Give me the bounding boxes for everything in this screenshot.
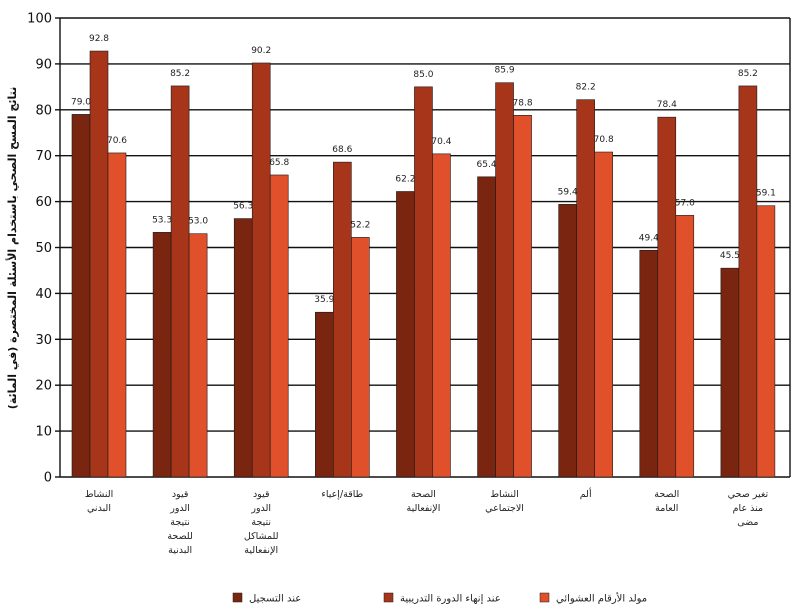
bars — [71, 50, 776, 478]
data-label: 53.3 — [152, 215, 172, 225]
bar — [756, 205, 776, 478]
bar — [594, 151, 613, 478]
data-labels: 79.0 53.3 56.3 35.9 62.2 65.4 59.4 49.4 45.5 92.8… — [71, 34, 776, 305]
data-label: 49.4 — [639, 233, 659, 243]
y-tick-label: 90 — [35, 57, 52, 72]
data-label: 85.9 — [495, 66, 515, 76]
legend-label: عند التسجيل — [249, 594, 301, 605]
bar — [576, 99, 595, 478]
bar — [333, 161, 352, 478]
bar — [170, 85, 190, 478]
data-label: 45.5 — [720, 251, 740, 261]
data-label: 65.4 — [477, 160, 497, 170]
bar — [107, 152, 127, 478]
bar — [675, 215, 695, 478]
x-tick-label: النشاط البدني — [85, 489, 114, 514]
x-tick-label: تغير صحي منذ عام مضى — [728, 489, 769, 528]
bar — [657, 116, 677, 478]
bar — [351, 237, 370, 478]
data-label: 68.6 — [332, 145, 352, 155]
data-label: 59.1 — [756, 189, 776, 199]
x-tick-label: قيود الدور نتيجة للمشاكل الإنفعالية — [244, 489, 279, 556]
y-tick-label: 0 — [44, 471, 52, 486]
data-label: 62.2 — [395, 175, 415, 185]
bar — [414, 86, 433, 478]
data-label: 70.4 — [431, 137, 451, 147]
y-tick-label: 20 — [35, 379, 52, 394]
data-label: 65.8 — [269, 158, 289, 168]
bar — [558, 204, 577, 478]
data-label: 79.0 — [71, 97, 91, 107]
x-axis-categories: النشاط البدني قيود الدور نتيجة للصحة البدنية قي… — [85, 487, 769, 556]
bar — [71, 114, 91, 478]
bar — [251, 62, 271, 478]
data-label: 92.8 — [89, 34, 109, 44]
y-tick-label: 100 — [27, 12, 52, 27]
x-tick-label: الصحة العامة — [654, 489, 679, 514]
bar — [89, 50, 109, 478]
data-label: 70.8 — [594, 135, 614, 145]
y-axis-ticks: 0 10 20 30 40 50 60 70 80 90 100 — [27, 12, 52, 486]
legend-swatch — [232, 592, 243, 603]
data-label: 56.3 — [233, 202, 253, 212]
bar — [152, 232, 172, 478]
data-label: 52.2 — [350, 220, 370, 230]
data-label: 85.2 — [738, 69, 758, 79]
y-tick-label: 50 — [35, 241, 52, 256]
bar — [639, 249, 659, 478]
data-label: 85.0 — [413, 70, 433, 80]
y-tick-label: 60 — [35, 195, 52, 210]
x-tick-label: الصحة الإنفعالية — [407, 489, 441, 514]
legend: عند التسجيل عند إنهاء الدورة التدريبية مول… — [232, 592, 647, 605]
data-label: 90.2 — [251, 46, 271, 56]
legend-label: عند إنهاء الدورة التدريبية — [400, 594, 501, 605]
data-label: 57.0 — [675, 198, 695, 208]
x-tick-label: طاقة/إعياء — [321, 489, 363, 500]
data-label: 35.9 — [314, 295, 334, 305]
data-label: 78.4 — [657, 100, 677, 110]
bar — [495, 82, 514, 478]
legend-swatch — [539, 592, 550, 603]
y-axis-title: نتائج المسح الصحي باستخدام الأسئلة المخت… — [5, 87, 19, 409]
x-tick-label: ألم — [580, 487, 592, 500]
legend-label: مولد الأرقام العشوائي — [556, 592, 647, 605]
bar — [269, 174, 289, 478]
bar — [396, 191, 415, 478]
data-label: 53.0 — [188, 217, 208, 227]
bar — [188, 233, 208, 478]
data-label: 59.4 — [558, 187, 578, 197]
x-tick-label: النشاط الاجتماعي — [485, 489, 524, 514]
y-tick-label: 30 — [35, 333, 52, 348]
data-label: 78.8 — [513, 98, 533, 108]
bar — [720, 267, 740, 478]
y-tick-label: 10 — [35, 425, 52, 440]
data-label: 82.2 — [576, 83, 596, 93]
bar — [738, 85, 758, 478]
bar — [513, 115, 532, 478]
y-tick-label: 40 — [35, 287, 52, 302]
bar — [233, 218, 253, 478]
data-label: 70.6 — [107, 136, 127, 146]
y-tick-label: 70 — [35, 149, 52, 164]
bar — [315, 311, 334, 478]
data-label: 85.2 — [170, 69, 190, 79]
x-tick-label: قيود الدور نتيجة للصحة البدنية — [167, 489, 193, 556]
bar — [432, 153, 451, 478]
legend-swatch — [383, 592, 394, 603]
y-tick-label: 80 — [35, 103, 52, 118]
bar — [477, 176, 496, 478]
